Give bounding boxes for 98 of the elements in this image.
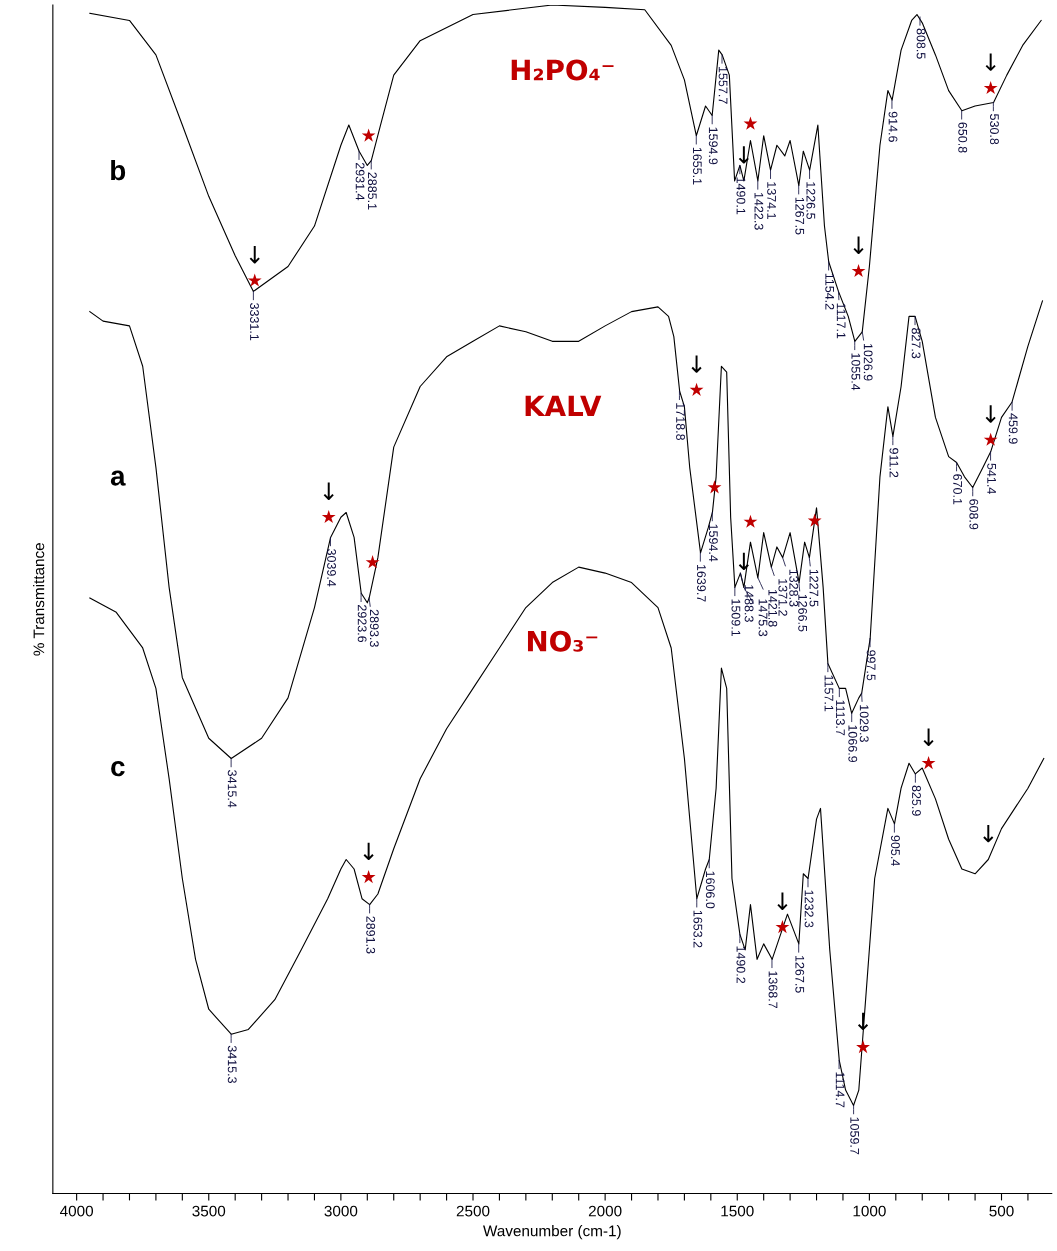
annotation: 1374.1 xyxy=(767,182,777,219)
annotation: 1232.3 xyxy=(804,890,814,928)
annotation: 1117.1 xyxy=(836,303,846,339)
annotation: 2885.1 xyxy=(367,172,377,210)
series-label: NO₃⁻ xyxy=(527,630,598,652)
annotation: 1267.5 xyxy=(795,197,805,235)
annotation: 3039.4 xyxy=(327,549,336,587)
x-tick-label: 1500 xyxy=(721,1205,754,1217)
annotation: 530.8 xyxy=(990,114,999,145)
annotation: 1639.7 xyxy=(696,564,706,602)
point xyxy=(983,432,998,446)
annotation: 1066.9 xyxy=(848,725,858,763)
x-tick-label: 1000 xyxy=(853,1205,886,1217)
annotation: 459.9 xyxy=(1008,413,1018,444)
annotation: ↓ xyxy=(985,405,996,423)
annotation: ↓ xyxy=(985,53,996,71)
point xyxy=(851,263,866,278)
point xyxy=(361,128,376,142)
x-tick-label: 2000 xyxy=(588,1205,622,1217)
annotation: 1227.5 xyxy=(809,569,819,607)
annotation: ↓ xyxy=(249,246,260,264)
annotation: 541.4 xyxy=(987,463,996,494)
annotation: 3415.4 xyxy=(227,770,237,808)
annotation: 1653.2 xyxy=(693,910,703,948)
annotation: 1509.1 xyxy=(731,599,741,637)
annotation: 914.6 xyxy=(888,111,898,142)
annotation: 1026.9 xyxy=(863,343,873,381)
annotation: 650.8 xyxy=(958,122,968,153)
annotation: ↓ xyxy=(691,355,702,373)
y-axis-title: % Transmittance xyxy=(33,543,45,656)
annotation: 1490.2 xyxy=(736,946,746,984)
x-tick-label: 4000 xyxy=(59,1205,94,1217)
annotation: 2893.3 xyxy=(369,609,379,647)
annotation: 670.1 xyxy=(953,474,963,505)
annotation: 825.9 xyxy=(912,785,921,816)
annotation: 1490.1 xyxy=(736,177,746,215)
annotation: 1557.7 xyxy=(718,66,728,104)
point xyxy=(856,1039,870,1054)
annotation: ↓ xyxy=(363,842,374,860)
annotation: 1029.3 xyxy=(859,705,869,742)
series-label: H₂PO₄⁻ xyxy=(511,59,614,81)
annotation: b xyxy=(111,159,126,181)
annotation: 1422.3 xyxy=(754,192,764,230)
annotation: 1267.5 xyxy=(795,955,805,993)
x-tick-label: 3500 xyxy=(192,1205,226,1217)
annotation: 1594.4 xyxy=(708,524,718,562)
point xyxy=(247,273,262,287)
annotation: 1488.3 xyxy=(744,585,754,622)
annotation: 827.3 xyxy=(911,328,921,359)
annotation: 911.2 xyxy=(889,448,899,478)
annotation: 1113.7 xyxy=(835,700,845,736)
point xyxy=(707,480,722,494)
point xyxy=(689,382,704,396)
annotation: 1718.8 xyxy=(676,403,685,441)
annotation: ↓ xyxy=(923,728,934,746)
annotation: c xyxy=(111,761,125,777)
annotation: ↓ xyxy=(777,892,788,910)
annotation: 997.5 xyxy=(866,650,876,681)
point xyxy=(365,555,380,569)
x-axis-title: Wavenumber (cm-1) xyxy=(483,1225,621,1240)
annotation: 1157.1 xyxy=(824,675,834,712)
text: KALV xyxy=(525,395,602,416)
annotation: 608.9 xyxy=(969,499,979,530)
annotation: 905.4 xyxy=(891,835,900,866)
x-tick-label: 2500 xyxy=(456,1205,490,1217)
annotation: ↓ xyxy=(323,482,334,500)
point xyxy=(983,80,998,95)
annotation: 1154.2 xyxy=(825,273,835,310)
annotation: 1055.4 xyxy=(851,353,861,391)
x-tick-label: 500 xyxy=(989,1205,1014,1217)
annotation: 1368.7 xyxy=(768,971,778,1009)
point xyxy=(321,509,336,524)
annotation: 2923.6 xyxy=(357,605,367,643)
point xyxy=(361,870,376,884)
point xyxy=(775,919,790,934)
annotation: 3415.3 xyxy=(227,1045,237,1083)
annotation: ↓ xyxy=(983,824,994,843)
annotation: 1421.8 xyxy=(768,589,778,627)
annotation: 1655.1 xyxy=(692,147,702,185)
point xyxy=(807,513,822,527)
annotation: a xyxy=(110,470,126,486)
x-tick-label: 3000 xyxy=(324,1205,358,1217)
annotation: 1226.5 xyxy=(806,182,816,220)
point xyxy=(743,514,758,528)
annotation: 808.5 xyxy=(916,28,926,59)
annotation: 1371.2 xyxy=(778,579,788,616)
annotation: 1594.9 xyxy=(708,127,718,165)
annotation: 3331.1 xyxy=(250,303,259,341)
annotation: ↓ xyxy=(853,236,864,254)
annotation: 1328.3 xyxy=(789,569,799,607)
annotation: 2931.4 xyxy=(355,162,365,201)
annotation: 2891.3 xyxy=(366,916,376,954)
annotation: 1059.7 xyxy=(850,1117,860,1155)
point xyxy=(921,755,936,770)
annotation: 1475.3 xyxy=(758,599,768,637)
annotation: 1114.7 xyxy=(835,1072,845,1108)
annotation: 1606.0 xyxy=(705,871,715,909)
annotation: 1266.5 xyxy=(798,594,808,632)
